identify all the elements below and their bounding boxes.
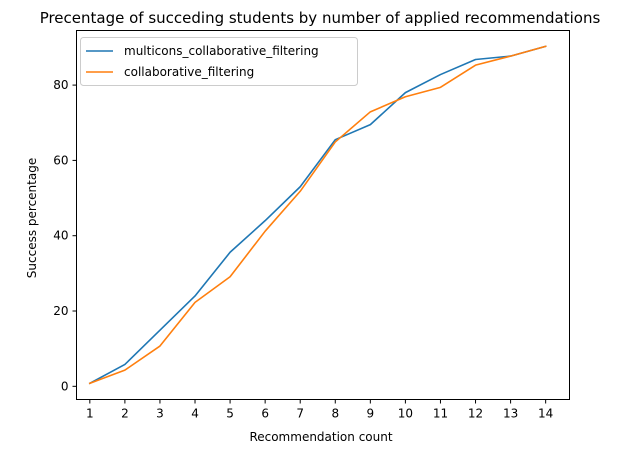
x-tick-label: 6 [261,407,269,421]
series-line-1 [88,45,547,385]
legend-label: collaborative_filtering [124,65,254,79]
legend: multicons_collaborative_filteringcollabo… [80,37,358,86]
x-tick-label: 5 [226,407,234,421]
x-tick-label: 12 [468,407,483,421]
x-tick-label: 11 [433,407,448,421]
x-tick-label: 10 [398,407,413,421]
x-axis-label: Recommendation count [249,430,392,444]
x-axis: 1 2 3 4 5 6 7 8 9 10 11 12 13 14 [86,399,553,421]
x-tick-label: 14 [538,407,553,421]
y-axis-label: Success percentage [25,158,39,278]
x-tick-label: 4 [191,407,199,421]
x-tick-label: 9 [367,407,375,421]
x-tick-label: 1 [86,407,94,421]
y-axis: 0 20 40 60 80 [53,78,77,393]
y-tick-label: 80 [53,78,68,92]
y-tick-label: 20 [53,304,68,318]
y-tick-label: 60 [53,153,68,167]
y-tick-label: 0 [61,379,69,393]
x-tick-label: 2 [121,407,129,421]
series-line-2 [88,45,547,385]
chart-title: Precentage of succeding students by numb… [40,9,601,27]
x-tick-label: 8 [331,407,339,421]
legend-box [80,37,358,86]
x-tick-label: 7 [296,407,304,421]
y-tick-label: 40 [53,229,68,243]
legend-label: multicons_collaborative_filtering [124,44,319,58]
plot-area [88,45,547,385]
x-tick-label: 13 [503,407,518,421]
plot-frame [76,30,570,400]
x-tick-label: 3 [156,407,164,421]
